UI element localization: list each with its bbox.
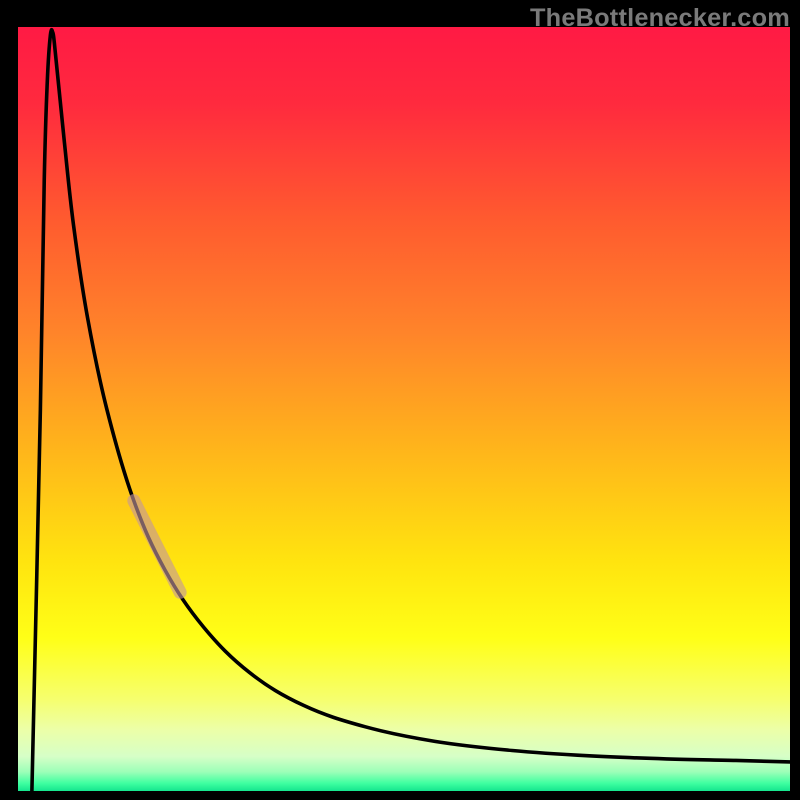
chart-container: TheBottlenecker.com	[0, 0, 800, 800]
bottleneck-chart	[0, 0, 800, 800]
attribution-text: TheBottlenecker.com	[530, 4, 790, 33]
plot-background	[18, 27, 790, 791]
